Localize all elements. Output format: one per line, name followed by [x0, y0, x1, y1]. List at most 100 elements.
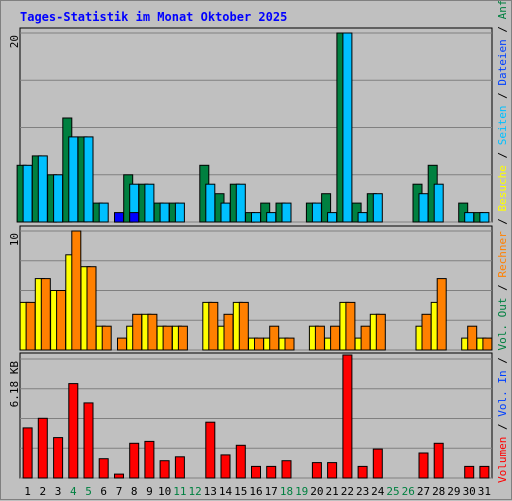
legend-separator: / — [496, 211, 509, 231]
bar-dateien-day-21 — [327, 212, 338, 223]
x-tick-label-day-17: 17 — [265, 485, 278, 498]
bar-dateien-day-31 — [479, 212, 490, 223]
x-tick-label-day-12: 12 — [188, 485, 201, 498]
bar-volumen-day-14 — [220, 454, 231, 479]
bar-volumen-day-8 — [129, 442, 140, 479]
bar-rechner-day-31 — [482, 337, 493, 351]
legend-item-vol-out: Vol. Out — [496, 298, 509, 351]
bar-dateien-day-11 — [174, 202, 185, 223]
bar-volumen-day-11 — [174, 456, 185, 479]
bar-rechner-day-17 — [269, 325, 280, 351]
bar-dateien-day-24 — [372, 193, 383, 223]
chart-title: Tages-Statistik im Monat Oktober 2025 — [20, 10, 287, 24]
bar-dateien-day-2 — [37, 155, 48, 223]
legend-separator: / — [496, 19, 509, 39]
bar-volumen-day-9 — [144, 440, 155, 479]
bar-rechner-day-23 — [360, 325, 371, 351]
requests-scale-label: 20 — [8, 35, 21, 48]
bar-volumen-day-18 — [281, 460, 292, 479]
legend-separator: / — [496, 86, 509, 106]
bar-volumen-day-30 — [464, 465, 475, 479]
bar-rechner-day-8 — [132, 313, 143, 351]
x-tick-label-day-28: 28 — [432, 485, 445, 498]
bar-dateien-day-15 — [235, 183, 246, 223]
bar-volumen-day-1 — [22, 427, 33, 479]
x-tick-label-day-19: 19 — [295, 485, 308, 498]
bar-volumen-day-4 — [68, 383, 79, 479]
bar-dateien-day-30 — [464, 212, 475, 223]
bar-rechner-day-9 — [147, 313, 158, 351]
bar-volumen-day-28 — [433, 442, 444, 479]
bar-volumen-day-15 — [235, 444, 246, 479]
x-tick-label-day-25: 25 — [386, 485, 399, 498]
panel-requests: 20 — [8, 27, 493, 223]
bar-dateien-day-3 — [53, 174, 64, 223]
x-tick-label-day-21: 21 — [325, 485, 338, 498]
bar-rechner-day-27 — [421, 313, 432, 351]
visits-scale-label: 10 — [8, 233, 21, 246]
bar-rechner-day-10 — [162, 325, 173, 351]
bar-dateien-day-6 — [98, 202, 109, 223]
x-tick-label-day-2: 2 — [39, 485, 46, 498]
x-tick-label-day-27: 27 — [417, 485, 430, 498]
x-tick-label-day-14: 14 — [219, 485, 233, 498]
bar-rechner-day-6 — [101, 325, 112, 351]
x-tick-label-day-3: 3 — [55, 485, 62, 498]
bar-volumen-day-21 — [327, 462, 338, 479]
bar-volumen-day-27 — [418, 452, 429, 479]
bar-dateien-day-17 — [266, 212, 277, 223]
x-tick-label-day-6: 6 — [100, 485, 107, 498]
bar-rechner-day-14 — [223, 313, 234, 351]
bar-dateien-day-16 — [251, 212, 261, 223]
bar-volumen-day-7 — [114, 473, 124, 479]
bar-rechner-day-24 — [375, 313, 386, 351]
bar-rechner-day-16 — [254, 337, 264, 351]
x-tick-label-day-1: 1 — [24, 485, 31, 498]
bar-volumen-day-24 — [372, 448, 383, 479]
legend-separator: / — [496, 351, 509, 371]
legend-separator: / — [496, 417, 509, 437]
bar-volumen-day-3 — [53, 437, 64, 479]
bar-rechner-day-20 — [314, 325, 325, 351]
bar-dateien-day-18 — [281, 202, 292, 223]
bar-rechner-day-15 — [238, 301, 249, 351]
bar-volumen-day-31 — [479, 465, 490, 479]
bar-dateien-day-20 — [311, 202, 322, 223]
bar-volumen-day-6 — [98, 458, 109, 479]
bar-volumen-day-5 — [83, 402, 94, 479]
legend-separator: / — [496, 278, 509, 298]
x-tick-label-day-4: 4 — [70, 485, 77, 498]
x-tick-label-day-9: 9 — [146, 485, 153, 498]
bar-rechner-day-13 — [208, 301, 219, 351]
x-tick-label-day-5: 5 — [85, 485, 92, 498]
x-tick-label-day-16: 16 — [249, 485, 262, 498]
legend-item-vol-in: Vol. In — [496, 370, 509, 416]
bar-rechner-day-4 — [71, 230, 82, 351]
bar-dateien-day-10 — [159, 202, 170, 223]
bar-volumen-day-10 — [159, 460, 170, 479]
x-tick-label-day-31: 31 — [478, 485, 491, 498]
x-tick-label-day-10: 10 — [158, 485, 171, 498]
x-tick-label-day-18: 18 — [280, 485, 293, 498]
bar-volumen-day-2 — [37, 417, 48, 479]
bar-volumen-day-17 — [266, 465, 277, 479]
bar-dateien-day-4 — [68, 136, 79, 223]
legend-item-anfragen: Anfragen — [496, 1, 509, 19]
legend-item-besuche: Besuche — [496, 165, 509, 211]
bar-rechner-day-28 — [436, 278, 447, 351]
x-tick-label-day-30: 30 — [463, 485, 476, 498]
legend-separator: / — [496, 145, 509, 165]
bar-dateien-day-1 — [22, 164, 33, 223]
x-tick-label-day-20: 20 — [310, 485, 323, 498]
x-tick-label-day-24: 24 — [371, 485, 385, 498]
volume-plot-area — [19, 352, 493, 479]
bar-dateien-day-13 — [205, 183, 216, 223]
bar-rechner-day-7 — [117, 337, 127, 351]
x-tick-label-day-29: 29 — [447, 485, 460, 498]
bar-volumen-day-22 — [342, 354, 353, 479]
x-tick-label-day-11: 11 — [173, 485, 186, 498]
bar-volumen-day-20 — [311, 462, 322, 479]
bar-dateien-day-28 — [433, 183, 444, 223]
